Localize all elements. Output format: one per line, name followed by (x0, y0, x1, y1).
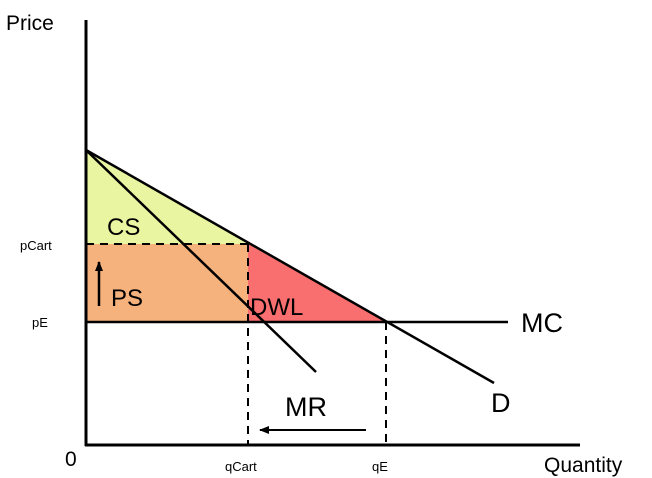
producer-surplus-region (86, 244, 248, 322)
y-axis-title: Price (6, 12, 54, 35)
demand-label: D (491, 388, 511, 418)
mr-label: MR (285, 392, 327, 422)
ps-label: PS (111, 285, 143, 312)
p-e-label: pE (32, 315, 48, 330)
q-cart-label: qCart (225, 459, 257, 474)
dwl-label: DWL (250, 294, 303, 321)
origin-label: 0 (65, 448, 77, 471)
demand-curve (85, 148, 495, 385)
q-e-label: qE (372, 459, 388, 474)
p-cart-label: pCart (20, 238, 52, 253)
mc-label: MC (521, 308, 563, 338)
mr-curve (85, 149, 317, 373)
x-axis-title: Quantity (544, 454, 623, 477)
cs-label: CS (107, 214, 140, 241)
